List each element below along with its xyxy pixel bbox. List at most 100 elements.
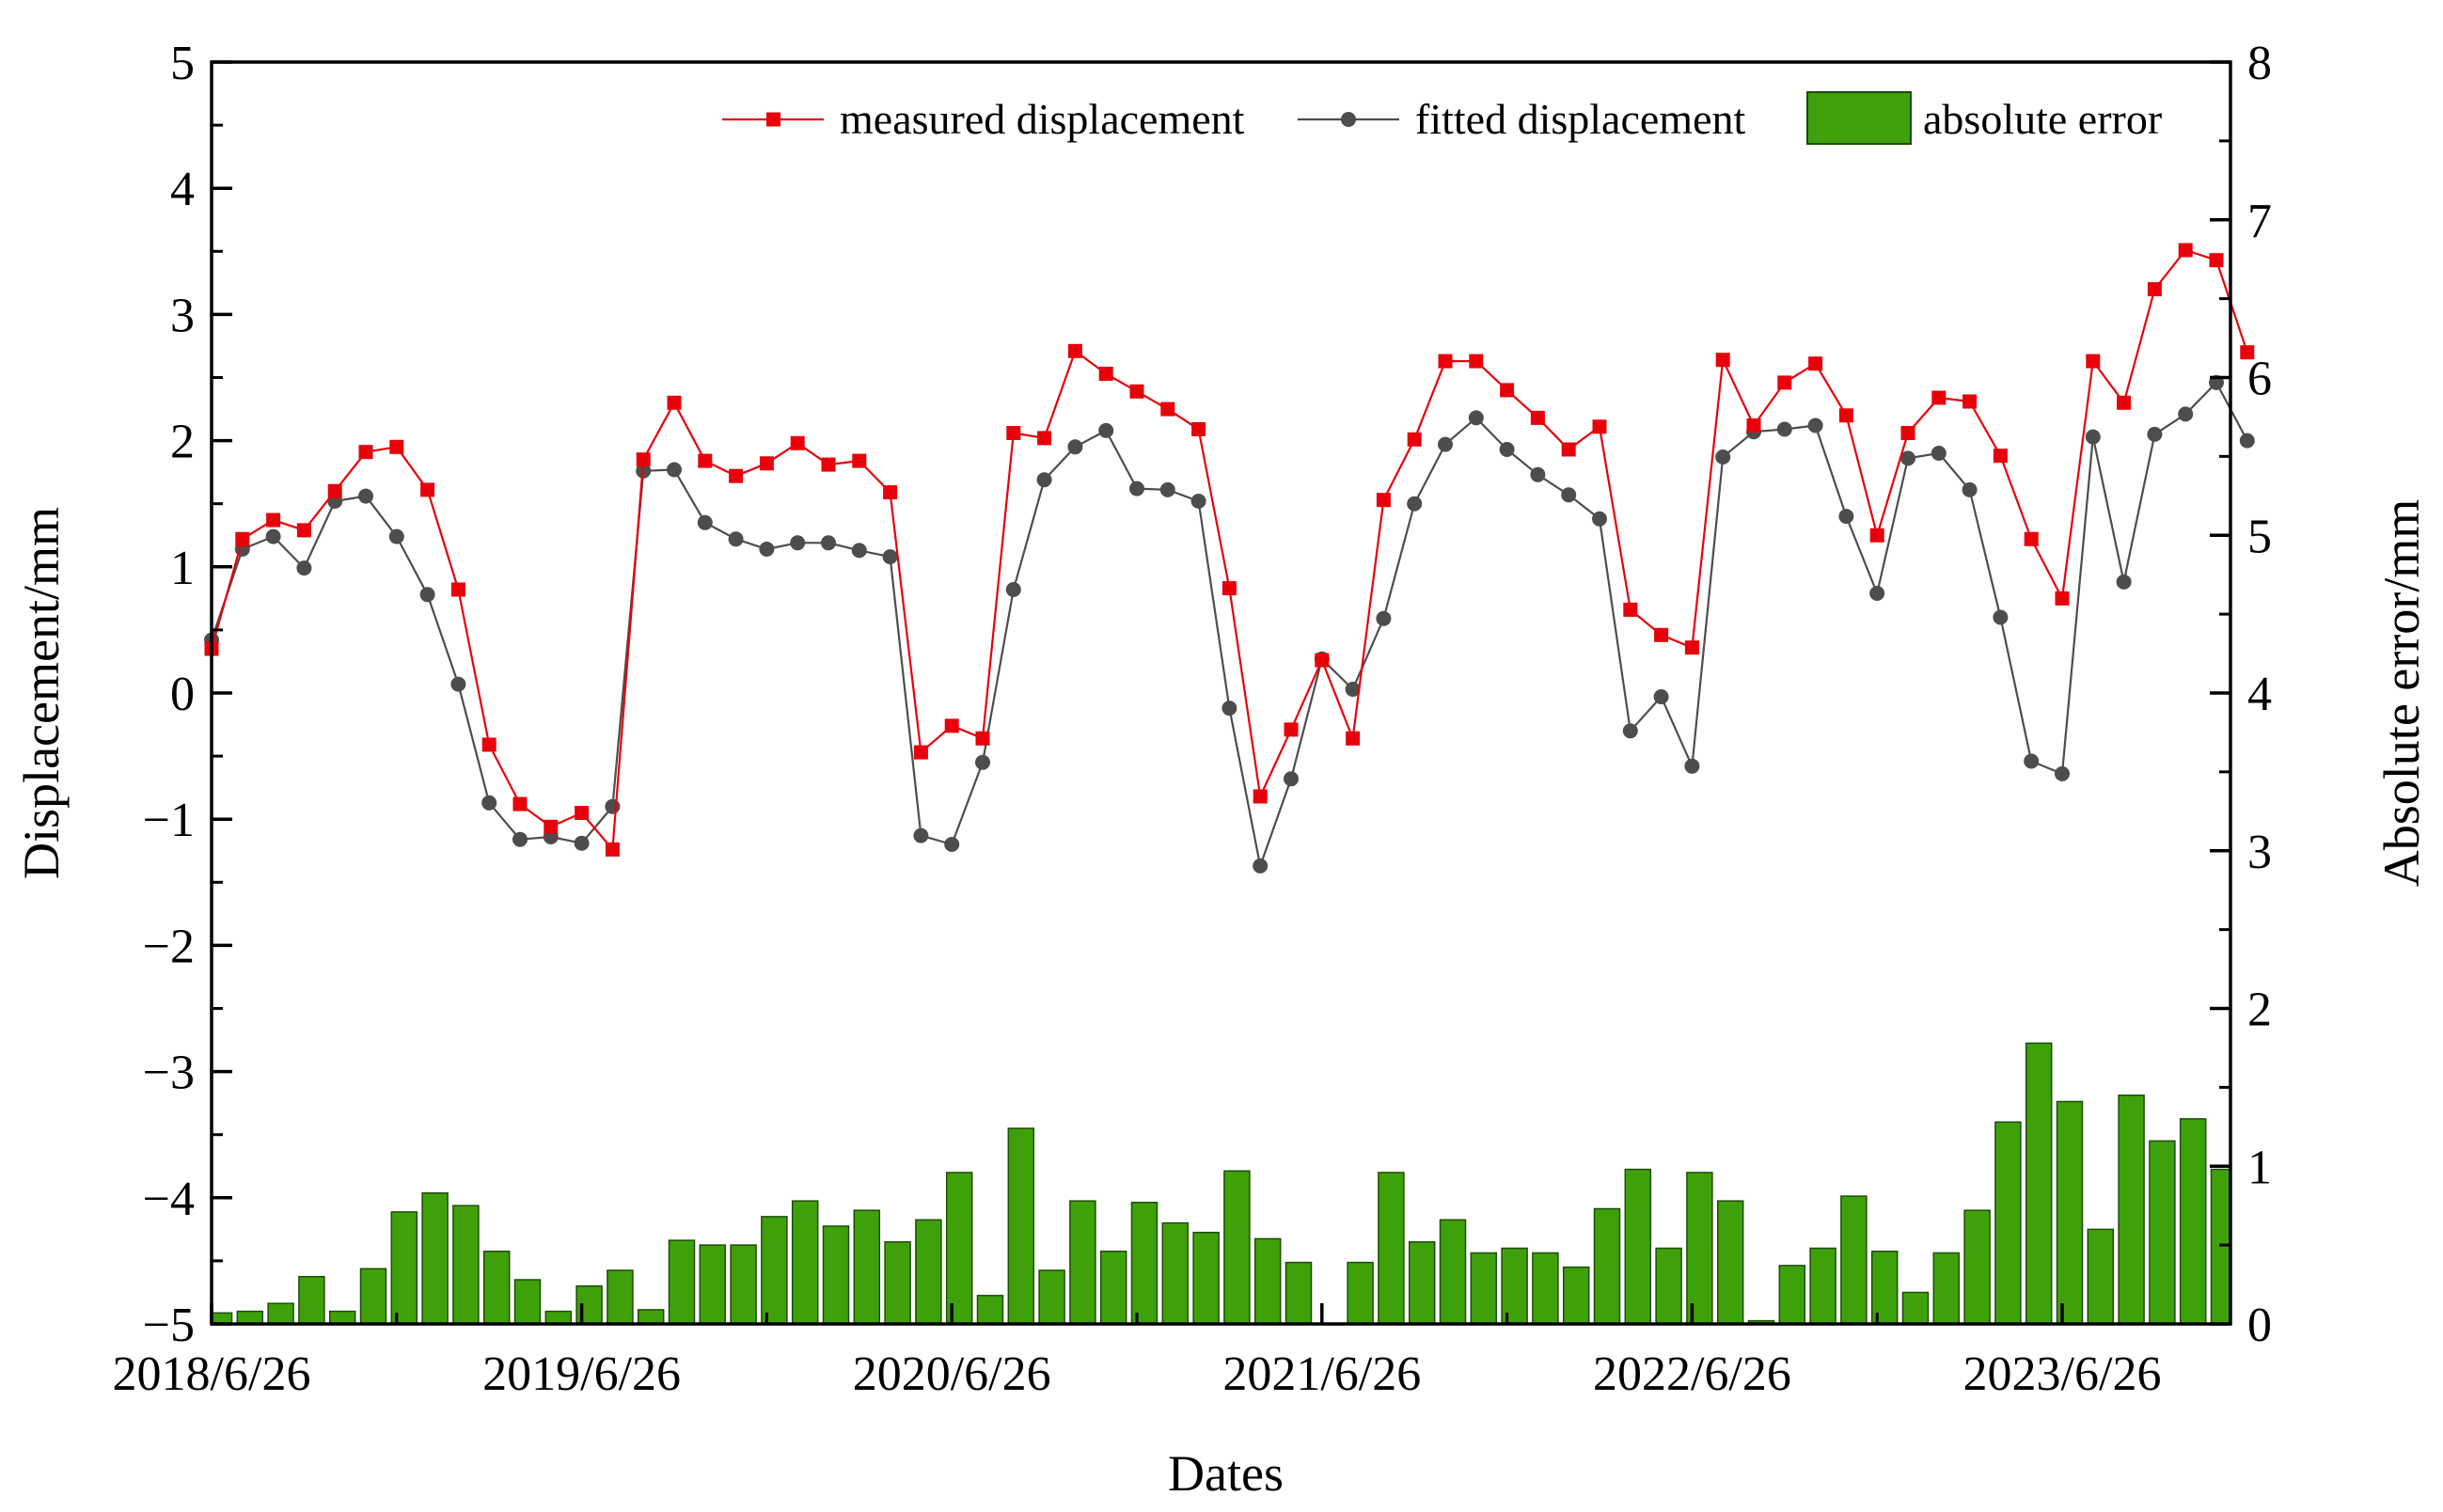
error-bar: [1069, 1200, 1096, 1325]
fitted-point: [821, 535, 836, 551]
fitted-point: [388, 528, 404, 544]
fitted-point: [2116, 574, 2132, 590]
error-bar: [1439, 1219, 1467, 1325]
fitted-point: [296, 560, 312, 576]
measured-point: [2147, 282, 2162, 297]
measured-point: [1191, 422, 1206, 436]
left-axis-title: Displacement/mm: [13, 507, 70, 879]
right-tick-label: 0: [2247, 1299, 2272, 1352]
x-tick-label: 2021/6/26: [1222, 1347, 1421, 1401]
fitted-point: [790, 535, 806, 551]
measured-point: [1869, 528, 1884, 543]
left-tick-label: 5: [170, 37, 195, 90]
error-bar: [2025, 1042, 2053, 1325]
measured-point: [2209, 253, 2224, 268]
error-bar: [298, 1275, 325, 1325]
measured-point: [1530, 410, 1545, 425]
fitted-point: [1098, 422, 1114, 438]
fitted-point: [1222, 701, 1237, 717]
error-bar: [482, 1251, 511, 1325]
measured-point: [1592, 419, 1607, 434]
right-tick-label: 8: [2247, 37, 2272, 90]
fitted-point: [1129, 480, 1144, 496]
measured-point: [1808, 356, 1823, 371]
right-tick-label: 4: [2247, 668, 2272, 721]
measured-point: [1654, 627, 1669, 642]
left-tick-label: −5: [143, 1299, 195, 1352]
measured-point: [1006, 426, 1021, 440]
error-bar: [1038, 1269, 1065, 1325]
measured-point: [729, 468, 744, 483]
fitted-point: [1807, 417, 1823, 433]
left-tick-label: −3: [143, 1047, 195, 1100]
error-bar: [2210, 1168, 2231, 1325]
measured-point: [2117, 395, 2132, 410]
measured-point: [1931, 390, 1947, 405]
error-bar: [1870, 1251, 1899, 1325]
legend-error-swatch: [1806, 91, 1912, 145]
measured-point: [1037, 431, 1052, 446]
fitted-point: [975, 754, 990, 770]
right-tick-label: 1: [2247, 1141, 2272, 1194]
axis-labels: 5 4 3 2 1 0 −1 −2 −3 −4 −5 8 7 6 5 4 3 2 1 0 2018/6/26 2019/6…: [13, 37, 2430, 1502]
measured-point: [1222, 581, 1237, 596]
right-tick-label: 3: [2247, 826, 2272, 879]
error-bar: [513, 1279, 542, 1325]
fitted-point: [1622, 723, 1638, 739]
error-bar: [1562, 1266, 1590, 1325]
measured-point: [327, 483, 342, 498]
error-bar: [637, 1309, 665, 1325]
legend-measured-marker: [766, 112, 780, 127]
error-bar: [761, 1216, 788, 1325]
error-bar: [544, 1310, 573, 1325]
error-bar: [822, 1225, 850, 1325]
fitted-point: [1284, 771, 1299, 787]
measured-point: [883, 485, 898, 500]
error-bar: [607, 1269, 634, 1325]
error-bar: [1686, 1172, 1713, 1325]
measured-point: [2055, 591, 2070, 606]
error-bar: [668, 1239, 696, 1325]
fitted-point: [1561, 487, 1577, 503]
error-bar: [421, 1192, 449, 1325]
fitted-point: [882, 549, 898, 565]
error-bar: [1099, 1251, 1127, 1325]
fitted-point: [481, 795, 497, 811]
measured-point: [1623, 602, 1638, 617]
left-tick-label: 3: [170, 289, 195, 342]
measured-point: [1438, 354, 1453, 369]
error-bar: [2179, 1118, 2207, 1325]
measured-point: [2178, 243, 2193, 258]
fitted-point: [1962, 481, 1978, 497]
measured-point: [667, 395, 682, 410]
left-tick-label: −2: [143, 920, 195, 973]
measured-point: [575, 806, 590, 820]
fitted-point: [1838, 509, 1854, 525]
error-bar: [730, 1244, 757, 1325]
fitted-point: [1684, 758, 1700, 774]
error-bar: [976, 1295, 1004, 1325]
error-bar: [1130, 1202, 1158, 1325]
fitted-point: [697, 514, 713, 530]
measured-point: [790, 435, 805, 450]
error-bar: [1840, 1195, 1868, 1325]
error-bar: [915, 1219, 942, 1325]
fitted-point: [1653, 689, 1669, 704]
x-tick-label: 2020/6/26: [853, 1347, 1051, 1401]
error-bar: [452, 1205, 480, 1325]
fitted-point: [2178, 406, 2194, 422]
error-bar: [359, 1268, 387, 1325]
measured-point: [235, 531, 250, 546]
error-bar: [1624, 1168, 1652, 1325]
measured-point: [913, 745, 928, 760]
error-bar: [1470, 1252, 1498, 1325]
fitted-point: [2055, 765, 2070, 781]
right-tick-label: 6: [2247, 353, 2272, 406]
fitted-point: [2147, 426, 2163, 442]
measured-point: [944, 718, 959, 733]
x-tick-label: 2018/6/26: [113, 1347, 311, 1401]
measured-point: [1098, 367, 1113, 381]
error-bars: [211, 1042, 2231, 1326]
measured-point: [420, 482, 435, 497]
